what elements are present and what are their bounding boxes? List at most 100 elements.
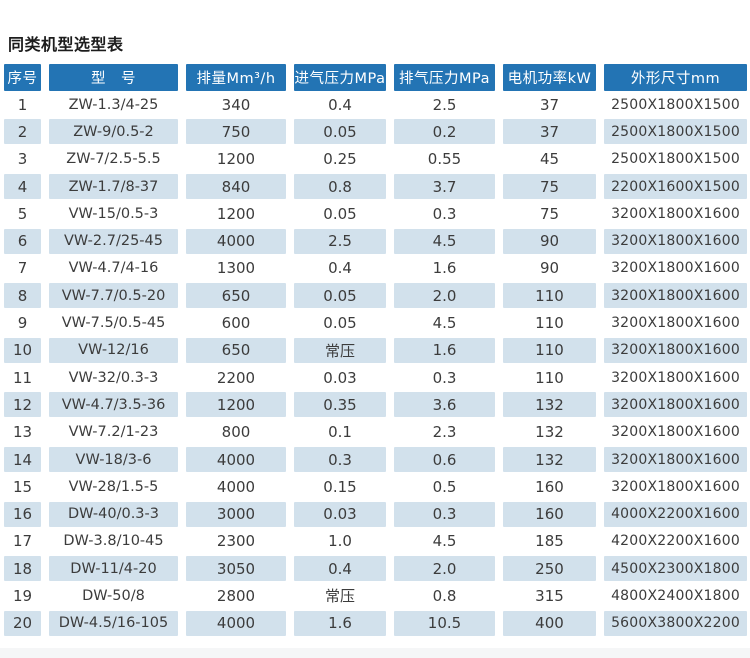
cell-seq: 3 <box>17 150 28 169</box>
cell-exhaust-pressure: 4.5 <box>432 532 457 551</box>
cell-intake-pressure: 0.8 <box>294 174 386 200</box>
table-row: 16 DW-40/0.3-3 3000 0.03 0.3 160 4000X22… <box>4 500 747 527</box>
table-row: 7 VW-4.7/4-16 1300 0.4 1.6 90 3200X1800X… <box>4 255 747 282</box>
cell-displacement: 4000 <box>186 228 286 254</box>
cell-intake-pressure: 0.05 <box>323 314 357 333</box>
model-selection-table: 序号型 号排量Mm³/h 进气压力MPa 排气压力MPa 电机功率kW 外形尺寸mm 1… <box>4 63 747 637</box>
cell-displacement: 1200 <box>216 150 256 169</box>
cell-exhaust-pressure: 2.0 <box>394 283 495 309</box>
cell-model: VW-18/3-6 <box>49 447 178 472</box>
page-bottom-strip <box>0 648 750 658</box>
cell-exhaust-pressure: 0.55 <box>427 150 462 169</box>
cell-displacement: 4000 <box>186 447 286 472</box>
table-header-row: 序号型 号排量Mm³/h 进气压力MPa 排气压力MPa 电机功率kW 外形尺寸mm <box>4 63 747 91</box>
cell-exhaust-pressure: 0.3 <box>394 501 495 527</box>
table-row: 9 VW-7.5/0.5-45 600 0.05 4.5 110 3200X18… <box>4 309 747 336</box>
cell-displacement: 1200 <box>186 392 286 418</box>
cell-seq: 4 <box>4 174 41 200</box>
cell-intake-pressure: 0.05 <box>323 204 357 223</box>
cell-motor-power: 250 <box>503 556 596 582</box>
cell-exhaust-pressure: 4.5 <box>432 314 457 333</box>
cell-dimensions: 3200X1800X1600 <box>611 478 740 495</box>
cell-dimensions: 4800X2400X1800 <box>611 587 740 604</box>
cell-dimensions: 2500X1800X1500 <box>604 119 747 145</box>
cell-exhaust-pressure: 3.6 <box>394 392 495 418</box>
cell-seq: 17 <box>12 532 33 551</box>
cell-motor-power: 160 <box>535 477 564 496</box>
table-row: 2 ZW-9/0.5-2 750 0.05 0.2 37 2500X1800X1… <box>4 118 747 145</box>
cell-seq: 20 <box>4 610 41 636</box>
cell-exhaust-pressure: 0.8 <box>432 586 457 605</box>
cell-intake-pressure: 2.5 <box>294 228 386 254</box>
table-row: 19 DW-50/8 2800 常压 0.8 315 4800X2400X180… <box>4 582 747 609</box>
cell-motor-power: 110 <box>503 337 596 363</box>
cell-model: ZW-1.7/8-37 <box>49 174 178 200</box>
cell-motor-power: 132 <box>503 392 596 418</box>
table-header-cell: 排气压力MPa <box>394 63 495 91</box>
cell-model: VW-4.7/3.5-36 <box>49 392 178 418</box>
cell-dimensions: 3200X1800X1600 <box>611 315 740 332</box>
cell-exhaust-pressure: 0.3 <box>432 368 457 387</box>
cell-seq: 14 <box>4 447 41 472</box>
cell-model: ZW-1.3/4-25 <box>68 96 159 113</box>
cell-exhaust-pressure: 3.7 <box>394 174 495 200</box>
table-row: 8 VW-7.7/0.5-20 650 0.05 2.0 110 3200X18… <box>4 282 747 309</box>
cell-seq: 11 <box>12 368 33 387</box>
cell-model: VW-28/1.5-5 <box>68 478 159 495</box>
cell-dimensions: 3200X1800X1600 <box>604 392 747 418</box>
cell-seq: 16 <box>4 501 41 527</box>
cell-model: VW-15/0.5-3 <box>68 205 159 222</box>
cell-intake-pressure: 0.4 <box>294 556 386 582</box>
cell-exhaust-pressure: 0.5 <box>432 477 457 496</box>
cell-displacement: 650 <box>186 283 286 309</box>
cell-motor-power: 90 <box>503 228 596 254</box>
cell-exhaust-pressure: 2.3 <box>432 423 457 442</box>
cell-intake-pressure: 常压 <box>324 587 355 606</box>
cell-intake-pressure: 0.03 <box>294 501 386 527</box>
cell-dimensions: 5600X3800X2200 <box>604 610 747 636</box>
table-row: 10 VW-12/16 650 常压 1.6 110 3200X1800X160… <box>4 337 747 364</box>
cell-seq: 15 <box>12 477 33 496</box>
cell-model: DW-11/4-20 <box>49 556 178 582</box>
cell-seq: 5 <box>17 204 28 223</box>
table-header-cell: 排量Mm³/h <box>186 63 286 91</box>
cell-motor-power: 110 <box>503 283 596 309</box>
cell-seq: 10 <box>4 337 41 363</box>
cell-motor-power: 185 <box>535 532 564 551</box>
cell-dimensions: 4200X2200X1600 <box>611 533 740 550</box>
cell-motor-power: 75 <box>503 174 596 200</box>
table-row: 4 ZW-1.7/8-37 840 0.8 3.7 75 2200X1600X1… <box>4 173 747 200</box>
cell-displacement: 2200 <box>216 368 256 387</box>
cell-seq: 12 <box>4 392 41 418</box>
cell-motor-power: 37 <box>503 119 596 145</box>
cell-motor-power: 400 <box>503 610 596 636</box>
table-header-cell: 进气压力MPa <box>294 63 386 91</box>
cell-motor-power: 132 <box>503 447 596 472</box>
cell-motor-power: 75 <box>539 204 560 223</box>
cell-displacement: 1300 <box>216 259 256 278</box>
cell-motor-power: 45 <box>539 150 560 169</box>
cell-intake-pressure: 常压 <box>294 337 386 363</box>
cell-exhaust-pressure: 1.6 <box>394 337 495 363</box>
cell-dimensions: 3200X1800X1600 <box>604 228 747 254</box>
table-row: 17 DW-3.8/10-45 2300 1.0 4.5 185 4200X22… <box>4 528 747 555</box>
table-header-cell: 型 号 <box>49 63 178 91</box>
cell-dimensions: 3200X1800X1600 <box>611 369 740 386</box>
cell-dimensions: 2200X1600X1500 <box>604 174 747 200</box>
table-row: 3 ZW-7/2.5-5.5 1200 0.25 0.55 45 2500X18… <box>4 146 747 173</box>
cell-motor-power: 110 <box>535 314 564 333</box>
cell-displacement: 600 <box>221 314 251 333</box>
cell-intake-pressure: 1.6 <box>294 610 386 636</box>
cell-exhaust-pressure: 1.6 <box>432 259 457 278</box>
cell-seq: 9 <box>17 314 28 333</box>
cell-displacement: 2800 <box>216 586 256 605</box>
cell-displacement: 3050 <box>186 556 286 582</box>
table-row: 6 VW-2.7/25-45 4000 2.5 4.5 90 3200X1800… <box>4 227 747 254</box>
cell-seq: 7 <box>17 259 28 278</box>
table-body: 1 ZW-1.3/4-25 340 0.4 2.5 37 2500X1800X1… <box>4 91 747 637</box>
cell-model: DW-3.8/10-45 <box>63 533 164 550</box>
cell-exhaust-pressure: 10.5 <box>394 610 495 636</box>
table-row: 12 VW-4.7/3.5-36 1200 0.35 3.6 132 3200X… <box>4 391 747 418</box>
cell-dimensions: 4500X2300X1800 <box>604 556 747 582</box>
cell-displacement: 650 <box>186 337 286 363</box>
